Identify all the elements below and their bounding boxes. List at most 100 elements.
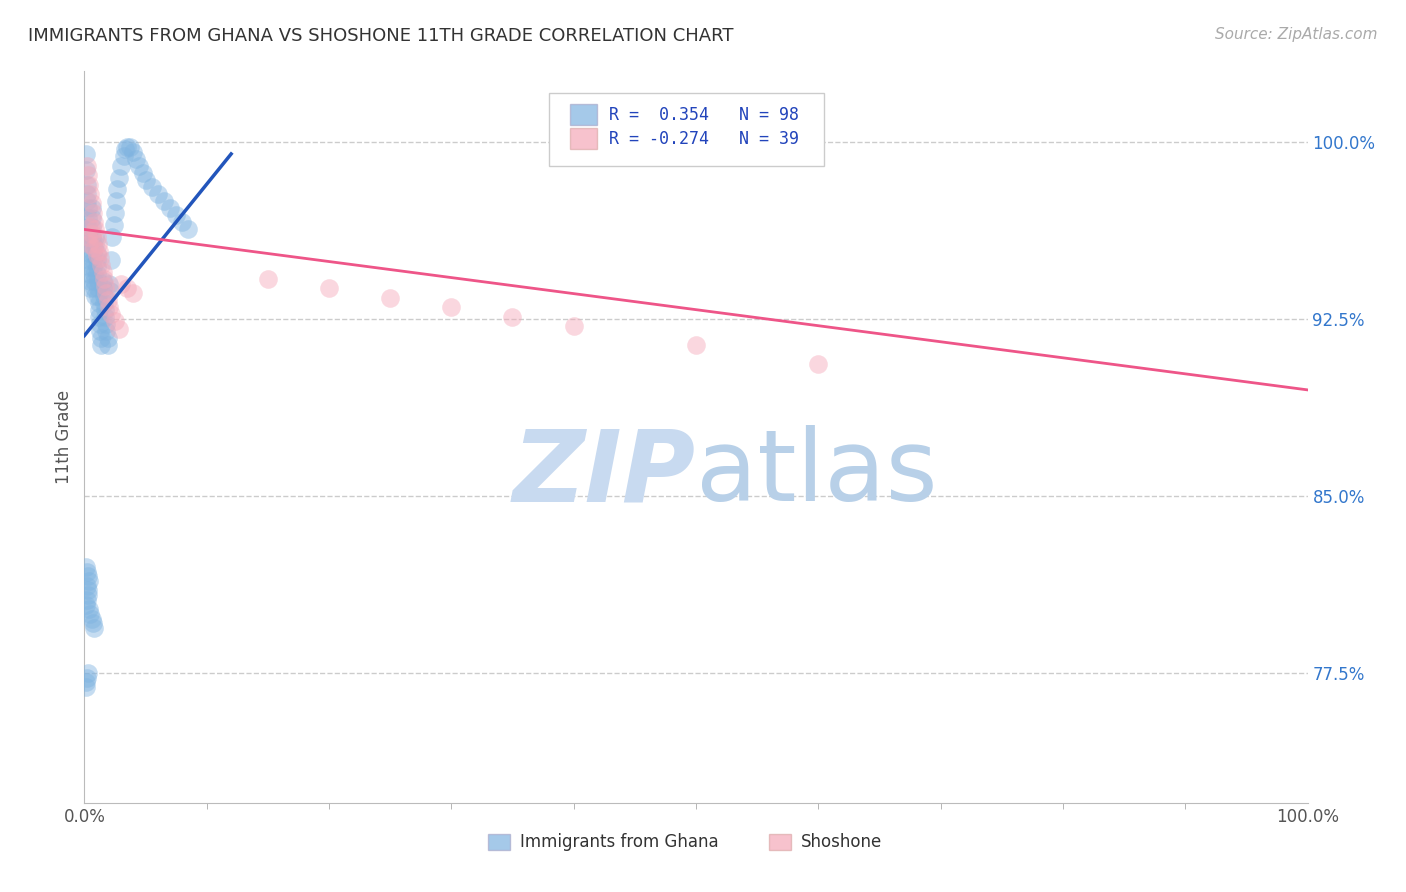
Point	[115, 281, 138, 295]
Point	[82, 260, 104, 275]
Point	[114, 142, 136, 156]
Point	[76, 194, 98, 208]
Point	[97, 277, 120, 291]
Point	[77, 246, 100, 260]
Point	[110, 277, 132, 291]
Point	[96, 324, 118, 338]
Point	[87, 281, 110, 295]
Point	[77, 569, 100, 583]
Point	[77, 666, 100, 681]
Point	[77, 253, 100, 268]
Point	[80, 211, 103, 225]
Point	[90, 331, 112, 345]
Point	[79, 607, 101, 621]
Point	[77, 574, 100, 588]
Point	[96, 317, 118, 331]
Point	[82, 206, 104, 220]
Point	[257, 272, 280, 286]
Point	[86, 248, 108, 262]
Point	[97, 331, 120, 345]
Point	[87, 310, 110, 324]
Point	[122, 286, 145, 301]
Point	[76, 671, 98, 685]
Point	[172, 215, 194, 229]
Point	[75, 559, 97, 574]
Point	[80, 196, 103, 211]
Point	[100, 307, 122, 321]
Point	[77, 236, 100, 251]
Point	[86, 246, 108, 260]
Point	[165, 208, 187, 222]
Point	[87, 236, 110, 251]
Point	[80, 220, 103, 235]
Bar	[488, 834, 510, 850]
Point	[122, 145, 145, 159]
Point	[77, 588, 100, 602]
Point	[75, 680, 97, 694]
Point	[83, 267, 105, 281]
Point	[98, 284, 121, 298]
Point	[380, 291, 402, 305]
Point	[76, 565, 98, 579]
Text: IMMIGRANTS FROM GHANA VS SHOSHONE 11TH GRADE CORRELATION CHART: IMMIGRANTS FROM GHANA VS SHOSHONE 11TH G…	[28, 27, 734, 45]
Point	[80, 201, 103, 215]
Point	[86, 267, 108, 281]
Point	[76, 187, 98, 202]
Point	[91, 274, 114, 288]
Point	[77, 602, 100, 616]
Point	[87, 244, 110, 258]
Point	[84, 222, 107, 236]
Point	[103, 218, 125, 232]
Point	[82, 236, 104, 251]
Point	[93, 295, 115, 310]
Point	[77, 229, 100, 244]
Point	[79, 267, 101, 281]
Point	[97, 338, 120, 352]
Point	[104, 206, 127, 220]
Point	[96, 286, 118, 301]
Point	[91, 281, 114, 295]
Point	[80, 612, 103, 626]
Point	[77, 236, 100, 251]
Point	[685, 338, 707, 352]
Point	[77, 229, 100, 244]
Point	[105, 194, 128, 208]
Point	[90, 338, 112, 352]
Point	[83, 281, 105, 295]
Point	[80, 227, 103, 242]
Point	[502, 310, 524, 324]
Point	[93, 272, 115, 286]
Point	[101, 229, 124, 244]
Point	[86, 253, 108, 268]
Point	[100, 253, 122, 268]
Point	[115, 140, 138, 154]
Point	[159, 201, 181, 215]
Bar	[569, 104, 598, 125]
Point	[440, 301, 463, 315]
Point	[86, 229, 108, 244]
Text: ZIP: ZIP	[513, 425, 696, 522]
Point	[84, 236, 107, 251]
Point	[318, 281, 340, 295]
Point	[84, 288, 107, 302]
Point	[94, 302, 117, 317]
Point	[91, 265, 114, 279]
Point	[807, 357, 830, 371]
Point	[77, 583, 100, 598]
FancyBboxPatch shape	[550, 94, 824, 167]
Point	[132, 166, 155, 180]
Text: Source: ZipAtlas.com: Source: ZipAtlas.com	[1215, 27, 1378, 42]
Point	[562, 319, 585, 334]
Point	[75, 675, 97, 690]
Point	[86, 260, 108, 275]
Point	[87, 274, 110, 288]
Point	[87, 295, 110, 310]
Point	[80, 229, 103, 244]
Point	[79, 187, 101, 202]
Point	[89, 317, 111, 331]
Point	[128, 159, 150, 173]
Point	[89, 324, 111, 338]
Point	[135, 173, 157, 187]
Point	[75, 163, 97, 178]
Point	[107, 170, 129, 185]
